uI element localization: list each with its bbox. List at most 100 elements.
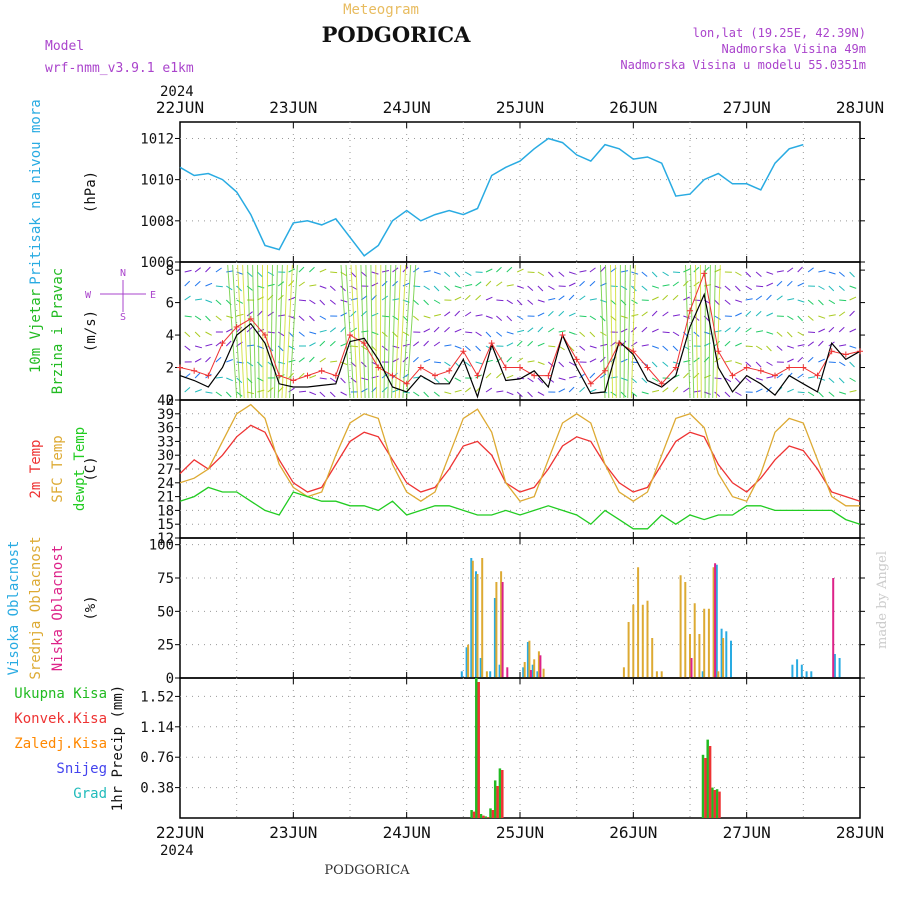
x-tick-bottom: 28JUN (836, 823, 884, 842)
y-tick-label: 39 (157, 407, 174, 423)
pressure-axis-label: Pritisak na nivou mora (28, 99, 44, 284)
wind-arrow (839, 344, 847, 347)
wind-arrow (652, 285, 660, 289)
wind-arrow (787, 298, 795, 301)
credit-text: made by Angel (875, 551, 890, 649)
wind-arrow (527, 377, 534, 383)
wind-arrow (194, 315, 202, 321)
wind-arrow (392, 358, 399, 363)
wind-arrow (568, 386, 575, 393)
y-tick-label: 27 (157, 462, 174, 478)
x-tick-top: 23JUN (269, 98, 317, 117)
wind-arrow (589, 388, 597, 393)
wind-arrow (776, 295, 783, 301)
wind-arrow (412, 356, 419, 363)
wind-arrow (464, 387, 472, 393)
precip-legend-item: Konvek.Kisa (14, 711, 107, 727)
wind-arrow (475, 331, 482, 337)
wind-arrow (309, 315, 315, 322)
temp-line-0 (179, 424, 861, 502)
wind-arrow (465, 284, 473, 287)
y-tick-label: 1.14 (140, 720, 174, 736)
y-tick-label: 1012 (140, 131, 174, 147)
wind-arrow (475, 294, 482, 301)
wind-arrow (651, 361, 658, 368)
wind-arrow (184, 280, 191, 287)
wind-burst-arrow (708, 264, 711, 399)
wind-arrow (423, 285, 430, 291)
wind-arrow (724, 340, 731, 347)
wind-arrow (828, 391, 835, 397)
wind-arrow (745, 361, 752, 367)
wind-arrow (620, 285, 628, 291)
x-tick-bottom: 27JUN (723, 823, 771, 842)
wind-arrow (714, 285, 722, 289)
y-tick-label: 21 (157, 490, 174, 506)
wind-arrow (527, 271, 535, 273)
wind-arrow (558, 361, 565, 368)
wind-arrow (755, 388, 763, 393)
wind-arrow (496, 390, 504, 393)
temp-label-dew: dewpt Temp (72, 427, 88, 511)
wind-arrow (475, 345, 481, 352)
wind-arrow (257, 285, 265, 289)
precip-legend-item: Ukupna Kisa (14, 686, 107, 702)
wind-arrow (548, 285, 555, 291)
wind-arrow (683, 315, 691, 319)
wind-arrow (693, 266, 700, 273)
wind-arrow (277, 331, 285, 337)
panel-wind (100, 261, 865, 401)
wind-arrow (797, 299, 805, 303)
gust-marker (177, 364, 183, 371)
wind-arrow (734, 285, 741, 292)
gust-marker (403, 380, 410, 387)
wind-arrow (589, 372, 596, 379)
wind-arrow (516, 268, 524, 273)
gust-marker (460, 348, 467, 355)
wind-arrow (589, 345, 597, 349)
wind-arrow (257, 271, 263, 278)
wind-arrow (475, 361, 483, 365)
wind-burst-arrow (627, 264, 631, 399)
wind-arrow (787, 345, 795, 349)
wind-burst-arrow (375, 264, 377, 399)
wind-arrow (215, 341, 222, 347)
wind-arrow (371, 282, 379, 287)
wind-arrow (641, 326, 648, 333)
wind-arrow (433, 271, 441, 275)
wind-arrow (340, 299, 348, 303)
wind-arrow (807, 267, 814, 273)
wind-arrow (631, 391, 638, 397)
wind-arrow (589, 298, 597, 301)
wind-arrow (589, 358, 597, 363)
wind-arrow (651, 271, 658, 278)
wind-arrow (672, 271, 681, 273)
wind-arrow (568, 312, 576, 317)
gust-marker (233, 323, 240, 330)
wind-burst-arrow (402, 264, 412, 399)
wind-arrow (194, 389, 202, 393)
wind-arrow (610, 285, 618, 287)
panel-unit-label: (m/s) (83, 310, 99, 352)
wind-arrow (184, 295, 191, 301)
gust-marker (488, 340, 495, 347)
y-tick-label: 15 (157, 517, 174, 533)
wind-arrow (225, 340, 232, 347)
wind-arrow (651, 328, 659, 333)
wind-arrow (392, 315, 399, 321)
wind-arrow (516, 315, 524, 320)
gust-marker (191, 367, 198, 374)
year-bottom: 2024 (160, 843, 194, 859)
wind-arrow (672, 314, 680, 317)
wind-arrow (309, 299, 316, 305)
wind-arrow (454, 285, 462, 289)
wind-arrow (548, 327, 555, 333)
wind-arrow (662, 345, 669, 351)
wind-arrow (381, 280, 388, 287)
wind-arrow (340, 391, 348, 396)
wind-arrow (517, 285, 524, 289)
wind-arrow (631, 314, 639, 317)
y-tick-label: 0 (166, 671, 174, 687)
wind-arrow (517, 329, 525, 333)
